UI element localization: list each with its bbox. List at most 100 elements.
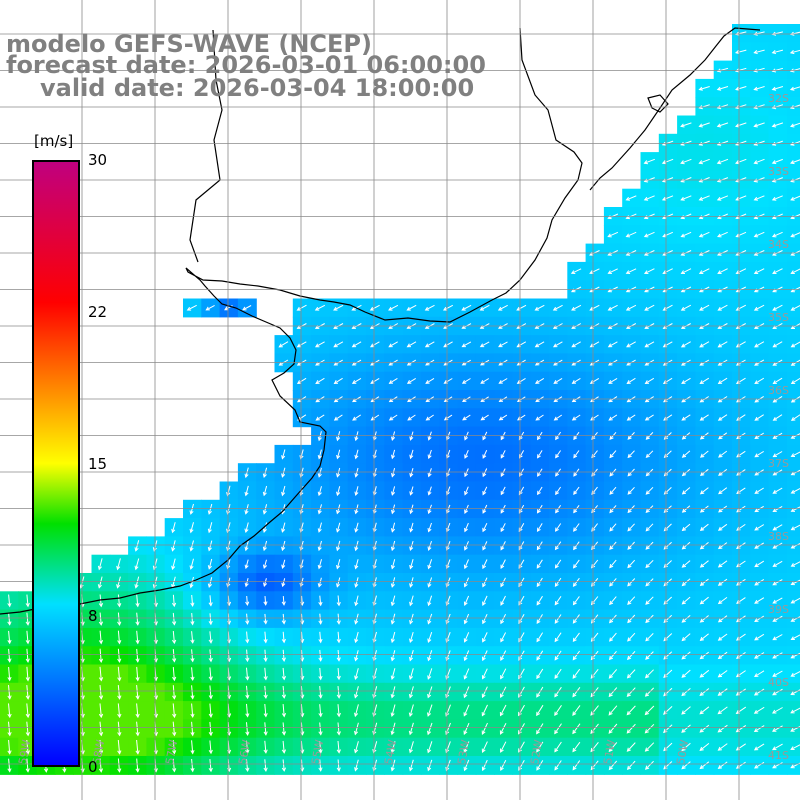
wind-arrow bbox=[790, 122, 800, 128]
wind-arrow bbox=[172, 703, 177, 719]
wind-arrow bbox=[645, 486, 654, 495]
wind-arrow bbox=[645, 505, 654, 514]
wind-arrow bbox=[536, 541, 543, 551]
lon-label: 53W bbox=[455, 739, 472, 766]
coastline-north-brazil bbox=[589, 27, 761, 191]
lat-label: 38S bbox=[768, 530, 789, 543]
wind-arrow bbox=[609, 486, 617, 495]
wind-arrow bbox=[573, 523, 580, 532]
wind-arrow bbox=[536, 559, 543, 569]
wind-arrow bbox=[189, 576, 194, 589]
wind-arrow bbox=[281, 522, 286, 533]
wind-arrow bbox=[645, 614, 654, 624]
wind-arrow bbox=[135, 758, 140, 773]
wind-arrow bbox=[772, 341, 783, 348]
wind-arrow bbox=[535, 377, 545, 384]
wind-arrow bbox=[390, 759, 396, 772]
wind-arrow bbox=[536, 650, 544, 661]
wind-arrow bbox=[388, 304, 399, 311]
lon-label: 58W bbox=[90, 739, 107, 766]
wind-arrow bbox=[698, 140, 710, 146]
wind-arrow bbox=[607, 341, 618, 348]
wind-arrow bbox=[626, 742, 636, 752]
wind-arrow bbox=[627, 578, 636, 587]
wind-arrow bbox=[172, 721, 177, 737]
wind-arrow bbox=[555, 523, 562, 532]
wind-arrow bbox=[354, 704, 359, 718]
wind-arrow bbox=[97, 576, 103, 589]
wind-arrow bbox=[281, 559, 286, 570]
wind-arrow bbox=[244, 504, 249, 515]
lat-label: 34S bbox=[768, 238, 789, 251]
wind-arrow bbox=[98, 630, 104, 645]
wind-arrow bbox=[536, 741, 544, 753]
wind-arrow bbox=[336, 649, 341, 662]
wind-arrow bbox=[409, 522, 414, 533]
wind-arrow bbox=[644, 687, 655, 697]
wind-arrow bbox=[245, 685, 250, 700]
wind-arrow bbox=[336, 522, 341, 533]
lat-label: 32S bbox=[768, 92, 789, 105]
wind-arrow bbox=[753, 140, 765, 146]
wind-arrow bbox=[117, 758, 122, 773]
wind-arrow bbox=[354, 759, 359, 772]
wind-arrow bbox=[354, 650, 359, 662]
wind-arrow bbox=[336, 704, 341, 718]
wind-arrow bbox=[572, 668, 581, 679]
wind-arrow bbox=[464, 504, 469, 514]
wind-arrow bbox=[461, 341, 472, 348]
wind-arrow bbox=[771, 743, 783, 751]
wind-arrow bbox=[789, 104, 800, 110]
wind-arrow bbox=[443, 341, 453, 348]
wind-arrow bbox=[134, 558, 140, 571]
wind-arrow bbox=[207, 540, 213, 552]
lon-label: 50W bbox=[674, 739, 691, 766]
wind-arrow bbox=[25, 721, 30, 737]
wind-arrow bbox=[754, 450, 764, 458]
wind-arrow bbox=[315, 414, 325, 421]
wind-arrow bbox=[479, 341, 490, 348]
wind-arrow bbox=[98, 612, 104, 626]
lon-label: 52W bbox=[528, 739, 545, 766]
wind-arrow bbox=[772, 579, 783, 586]
wind-arrow bbox=[186, 304, 197, 311]
wind-arrow bbox=[463, 559, 469, 570]
wind-arrow bbox=[753, 743, 765, 751]
wind-arrow bbox=[717, 268, 728, 274]
wind-arrow bbox=[152, 576, 158, 589]
wind-arrow bbox=[771, 104, 784, 110]
wind-arrow bbox=[590, 668, 599, 679]
lat-label: 36S bbox=[768, 384, 789, 397]
wind-arrow bbox=[699, 706, 710, 715]
wind-arrow bbox=[482, 559, 488, 570]
wind-arrow bbox=[7, 630, 12, 645]
wind-arrow bbox=[790, 707, 800, 714]
wind-arrow bbox=[608, 705, 618, 716]
wind-arrow bbox=[572, 723, 581, 735]
wind-arrow bbox=[336, 686, 341, 699]
wind-arrow bbox=[135, 630, 140, 645]
wind-arrow bbox=[699, 523, 709, 531]
wind-arrow bbox=[409, 486, 414, 496]
wind-arrow bbox=[354, 595, 359, 607]
wind-arrow bbox=[555, 486, 562, 496]
wind-arrow bbox=[645, 523, 654, 532]
wind-arrow bbox=[680, 231, 692, 238]
wind-arrow bbox=[698, 122, 710, 128]
wind-arrow bbox=[698, 231, 710, 238]
wind-arrow bbox=[190, 685, 195, 700]
wind-arrow bbox=[318, 613, 323, 625]
wind-arrow bbox=[536, 577, 543, 588]
wind-arrow bbox=[388, 377, 398, 384]
wind-arrow bbox=[716, 195, 729, 201]
wind-arrow bbox=[354, 540, 359, 552]
wind-arrow bbox=[135, 612, 140, 626]
wind-arrow bbox=[408, 741, 414, 754]
lagoon-outline bbox=[647, 94, 669, 113]
wind-arrow bbox=[442, 304, 454, 311]
wind-arrow bbox=[608, 760, 618, 771]
wind-arrow bbox=[482, 577, 488, 588]
wind-arrow bbox=[627, 541, 635, 550]
wind-arrow bbox=[281, 596, 286, 606]
wind-arrow bbox=[772, 524, 783, 531]
